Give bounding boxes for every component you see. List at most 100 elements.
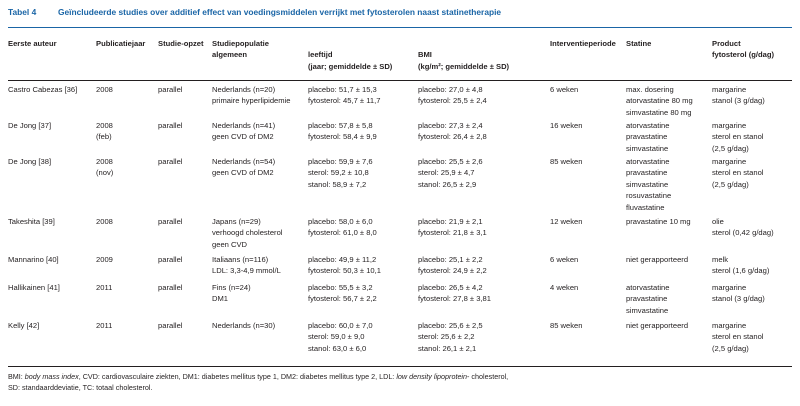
header-population: Studiepopulatie algemeen xyxy=(212,39,269,60)
cell-product-line: (2,5 g/dag) xyxy=(712,143,749,153)
cell-period-line: 4 weken xyxy=(550,283,579,292)
table-header: Eerste auteur Publicatiejaar Studie-opze… xyxy=(0,38,800,78)
cell-population: Italiaans (n=116) LDL: 3,3-4,9 mmol/L xyxy=(212,254,308,277)
cell-age-line: stanol: 58,9 ± 7,2 xyxy=(308,179,367,189)
cell-product-line: (2,5 g/dag) xyxy=(712,179,749,189)
cell-design: parallel xyxy=(158,282,212,293)
cell-statin: pravastatine 10 mg xyxy=(626,216,712,227)
cell-product-line: margarine xyxy=(712,157,747,166)
cell-year-line: (feb) xyxy=(96,132,112,142)
cell-age: placebo: 51,7 ± 15,3 fytosterol: 45,7 ± 1… xyxy=(308,84,418,107)
cell-bmi-line: sterol: 25,9 ± 4,7 xyxy=(418,168,475,178)
cell-bmi-line: sterol: 25,6 ± 2,2 xyxy=(418,332,475,342)
cell-bmi-line: fytosterol: 24,9 ± 2,2 xyxy=(418,266,487,276)
cell-product-line: sterol (1,6 g/dag) xyxy=(712,266,770,276)
cell-statin-line: simvastatine xyxy=(626,179,669,189)
cell-period: 6 weken xyxy=(550,84,626,95)
cell-population-line: DM1 xyxy=(212,294,229,304)
cell-product-line: sterol (0,42 g/dag) xyxy=(712,228,774,238)
table-caption: Tabel 4 Geïncludeerde studies over addit… xyxy=(8,6,792,24)
cell-author: Castro Cabezas [36] xyxy=(8,84,96,95)
cell-bmi-line: stanol: 26,1 ± 2,1 xyxy=(418,343,477,353)
cell-bmi: placebo: 27,0 ± 4,8 fytosterol: 25,5 ± 2,… xyxy=(418,84,550,107)
cell-age-line: fytosterol: 45,7 ± 11,7 xyxy=(308,96,381,106)
cell-year-line: (nov) xyxy=(96,168,114,178)
header-bmi: BMI (kg/m²; gemiddelde ± SD) xyxy=(418,50,510,71)
cell-design: parallel xyxy=(158,84,212,95)
cell-age-line: placebo: 49,9 ± 11,2 xyxy=(308,255,377,264)
cell-bmi-line: placebo: 27,3 ± 2,4 xyxy=(418,121,483,130)
cell-design-line: parallel xyxy=(158,157,183,166)
cell-product: margarine stanol (3 g/dag) xyxy=(712,84,796,107)
cell-age: placebo: 57,8 ± 5,8 fytosterol: 58,4 ± 9,… xyxy=(308,120,418,143)
cell-author-line: Kelly [42] xyxy=(8,321,40,330)
header-product: Product fytosterol (g/dag) xyxy=(712,39,775,60)
cell-population-line: primaire hyperlipidemie xyxy=(212,96,291,106)
cell-product: margarine sterol en stanol (2,5 g/dag) xyxy=(712,156,796,190)
cell-age: placebo: 55,5 ± 3,2 fytosterol: 56,7 ± 2,… xyxy=(308,282,418,305)
cell-author: De Jong [38] xyxy=(8,156,96,167)
cell-product-line: margarine xyxy=(712,283,747,292)
cell-bmi: placebo: 25,1 ± 2,2 fytosterol: 24,9 ± 2,… xyxy=(418,254,550,277)
cell-year: 2009 xyxy=(96,254,158,265)
footnote-line-2: SD: standaarddeviatie, TC: totaal choles… xyxy=(8,383,153,393)
cell-statin-line: pravastatine xyxy=(626,168,668,178)
cell-population: Japans (n=29) verhoogd cholesterol geen CV… xyxy=(212,216,308,250)
cell-statin-line: fluvastatine xyxy=(626,202,665,212)
cell-population-line: geen CVD xyxy=(212,239,248,249)
cell-age-line: placebo: 58,0 ± 6,0 xyxy=(308,217,373,226)
title-divider xyxy=(8,27,792,28)
cell-design-line: parallel xyxy=(158,121,183,130)
cell-period-line: 16 weken xyxy=(550,121,583,130)
table-title: Geïncludeerde studies over additief effe… xyxy=(58,7,502,17)
cell-bmi-line: placebo: 21,9 ± 2,1 xyxy=(418,217,483,226)
cell-period-line: 12 weken xyxy=(550,217,583,226)
header-year: Publicatiejaar xyxy=(96,39,146,48)
cell-population-line: Nederlands (n=20) xyxy=(212,85,276,94)
cell-population-line: Japans (n=29) xyxy=(212,217,261,226)
cell-period-line: 6 weken xyxy=(550,255,579,264)
cell-product: margarine sterol en stanol (2,5 g/dag) xyxy=(712,320,796,354)
cell-product-line: (2,5 g/dag) xyxy=(712,343,749,353)
cell-statin-line: niet gerapporteerd xyxy=(626,321,689,330)
cell-statin-line: atorvastatine xyxy=(626,283,670,292)
cell-population-line: Italiaans (n=116) xyxy=(212,255,269,264)
cell-design-line: parallel xyxy=(158,255,183,264)
cell-age-line: placebo: 57,8 ± 5,8 xyxy=(308,121,373,130)
table-footnote: BMI: body mass index, CVD: cardiovascula… xyxy=(8,371,792,394)
cell-bmi: placebo: 25,5 ± 2,6 sterol: 25,9 ± 4,7 sta… xyxy=(418,156,550,190)
cell-age-line: fytosterol: 61,0 ± 8,0 xyxy=(308,228,377,238)
cell-statin-line: pravastatine 10 mg xyxy=(626,217,691,226)
cell-statin-line: atorvastatine xyxy=(626,121,670,130)
cell-statin-line: rosuvastatine xyxy=(626,191,672,201)
cell-age: placebo: 59,9 ± 7,6 sterol: 59,2 ± 10,8 st… xyxy=(308,156,418,190)
cell-population-line: Fins (n=24) xyxy=(212,283,251,292)
cell-bmi-line: placebo: 25,6 ± 2,5 xyxy=(418,321,483,330)
cell-statin-line: pravastatine xyxy=(626,294,668,304)
cell-author-line: Castro Cabezas [36] xyxy=(8,85,78,94)
cell-age: placebo: 58,0 ± 6,0 fytosterol: 61,0 ± 8,… xyxy=(308,216,418,239)
cell-statin: max. dosering atorvastatine 80 mg simvasta… xyxy=(626,84,712,118)
header-design: Studie-opzet xyxy=(158,39,204,48)
cell-population-line: Nederlands (n=41) xyxy=(212,121,276,130)
cell-year-line: 2008 xyxy=(96,85,113,94)
cell-product-line: melk xyxy=(712,255,729,264)
footnote-line-1: BMI: body mass index, CVD: cardiovascula… xyxy=(8,372,509,381)
cell-author-line: De Jong [37] xyxy=(8,121,52,130)
cell-statin-line: simvastatine 80 mg xyxy=(626,107,692,117)
cell-bmi: placebo: 21,9 ± 2,1 fytosterol: 21,8 ± 3,… xyxy=(418,216,550,239)
cell-year: 2011 xyxy=(96,320,158,331)
cell-bmi-line: placebo: 26,5 ± 4,2 xyxy=(418,283,483,292)
cell-design: parallel xyxy=(158,320,212,331)
cell-population-line: Nederlands (n=30) xyxy=(212,321,276,330)
cell-design-line: parallel xyxy=(158,217,183,226)
header-author: Eerste auteur xyxy=(8,39,57,48)
cell-population-line: verhoogd cholesterol xyxy=(212,228,283,238)
cell-product-line: olie xyxy=(712,217,724,226)
cell-period-line: 6 weken xyxy=(550,85,579,94)
cell-bmi-line: placebo: 25,5 ± 2,6 xyxy=(418,157,483,166)
cell-design-line: parallel xyxy=(158,321,183,330)
cell-period: 6 weken xyxy=(550,254,626,265)
cell-author-line: De Jong [38] xyxy=(8,157,52,166)
cell-age-line: placebo: 59,9 ± 7,6 xyxy=(308,157,373,166)
